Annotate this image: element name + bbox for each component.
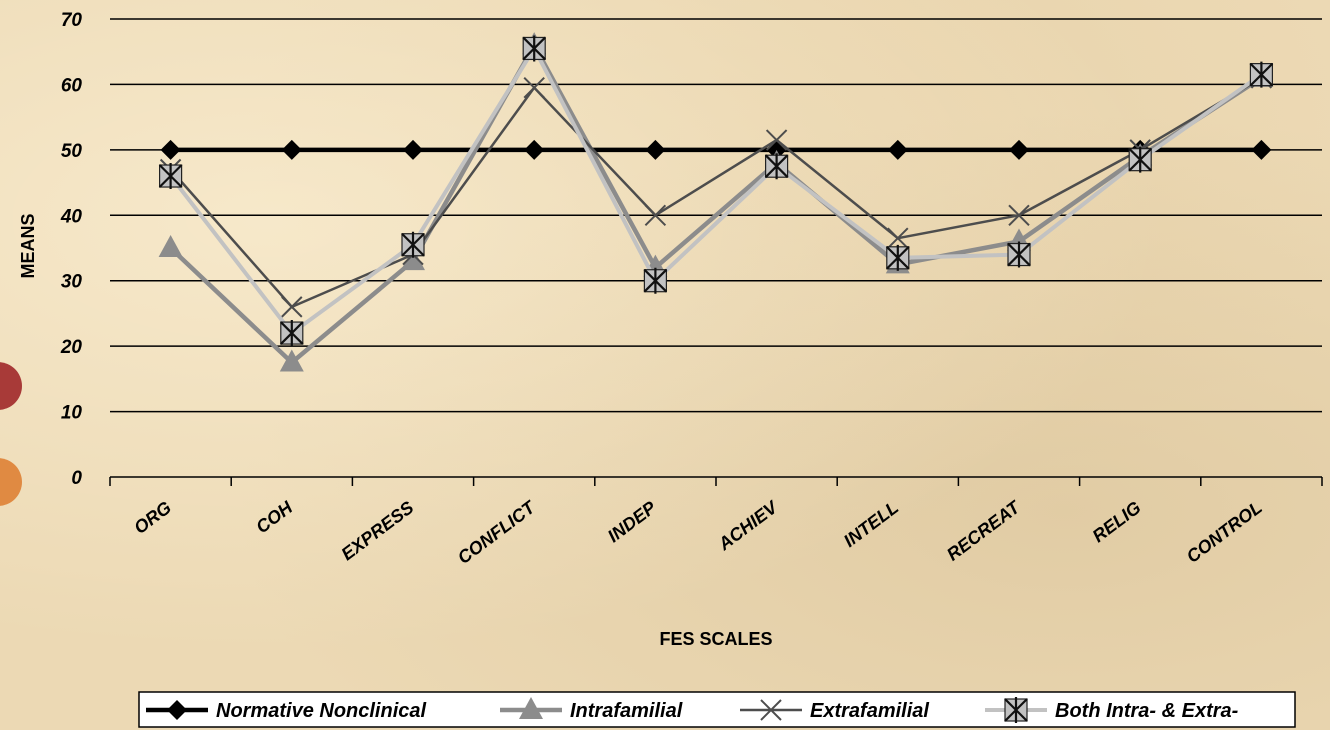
data-point xyxy=(523,76,545,99)
series-0 xyxy=(160,139,1272,160)
x-tick-label: RELIG xyxy=(1089,497,1145,546)
decorative-orange-circle xyxy=(0,458,22,506)
series-line xyxy=(169,76,1263,309)
data-point xyxy=(160,139,181,160)
series-group xyxy=(158,32,1274,372)
legend-box xyxy=(138,691,1296,728)
y-axis-title: MEANS xyxy=(18,213,38,278)
data-point xyxy=(765,129,788,151)
legend-label: Extrafamilial xyxy=(810,700,929,722)
x-tick-label: ORG xyxy=(130,497,175,538)
data-point xyxy=(279,349,304,372)
x-tick-label: INTELL xyxy=(840,497,902,551)
data-point xyxy=(1251,139,1272,160)
data-point xyxy=(522,35,546,62)
x-tick-label: INDEP xyxy=(604,497,661,547)
y-tick-label: 0 xyxy=(71,468,82,489)
decorative-red-circle xyxy=(0,362,22,410)
x-axis-ticks: ORG COH EXPRESS CONFLICT INDEP ACHIEV INTELL RE… xyxy=(130,496,1266,568)
y-tick-label: 30 xyxy=(61,272,83,293)
data-point xyxy=(887,139,908,160)
y-axis-ticks: 0 10 20 30 40 50 60 70 xyxy=(60,10,83,489)
x-tick-label: EXPRESS xyxy=(337,497,417,564)
legend-label: Intrafamilial xyxy=(570,700,683,722)
data-point xyxy=(760,699,782,721)
data-point xyxy=(643,267,668,294)
data-point xyxy=(281,139,302,160)
data-point xyxy=(158,163,183,190)
data-point xyxy=(644,204,667,226)
data-point xyxy=(403,139,423,160)
legend-entry: Normative Nonclinical xyxy=(146,700,427,722)
data-point xyxy=(281,296,303,318)
x-axis-title: FES SCALES xyxy=(659,629,772,649)
series-2 xyxy=(159,67,1273,318)
data-point xyxy=(764,153,789,180)
y-tick-label: 60 xyxy=(61,75,83,96)
series-1 xyxy=(158,32,1274,372)
y-tick-label: 40 xyxy=(60,206,83,227)
data-point xyxy=(1004,697,1028,723)
legend-entry: Intrafamilial xyxy=(500,697,683,722)
legend-label: Both Intra- & Extra- xyxy=(1055,700,1239,722)
legend-entry: Extrafamilial xyxy=(740,699,929,722)
data-point xyxy=(1008,204,1030,226)
data-point xyxy=(401,231,425,258)
data-point xyxy=(1007,241,1031,268)
data-point xyxy=(887,227,909,249)
data-point xyxy=(519,697,543,719)
x-tick-label: COH xyxy=(252,497,297,538)
series-line xyxy=(169,44,1263,336)
legend-entry: Both Intra- & Extra- xyxy=(985,697,1239,723)
data-point xyxy=(524,139,545,160)
data-point xyxy=(280,320,304,347)
data-point xyxy=(401,248,425,271)
x-tick-label: ACHIEV xyxy=(714,496,783,555)
data-point xyxy=(886,244,910,271)
y-tick-label: 10 xyxy=(61,403,83,424)
series-3 xyxy=(158,35,1274,347)
legend-label: Normative Nonclinical xyxy=(216,700,427,722)
y-tick-label: 70 xyxy=(61,10,83,31)
x-tick-label: CONFLICT xyxy=(454,496,540,568)
data-point xyxy=(645,139,666,160)
x-axis xyxy=(109,476,1323,486)
data-point xyxy=(167,700,187,720)
y-tick-label: 20 xyxy=(60,337,83,358)
data-point xyxy=(1249,61,1274,88)
x-tick-label: RECREAT xyxy=(943,496,1025,565)
series-line xyxy=(169,40,1263,366)
data-point xyxy=(1009,139,1029,160)
x-tick-label: CONTROL xyxy=(1183,497,1266,567)
data-point xyxy=(158,235,183,257)
y-tick-label: 50 xyxy=(61,141,83,162)
data-point xyxy=(1128,146,1152,173)
legend: Normative Nonclinical Intrafamilial Extraf… xyxy=(138,691,1296,728)
